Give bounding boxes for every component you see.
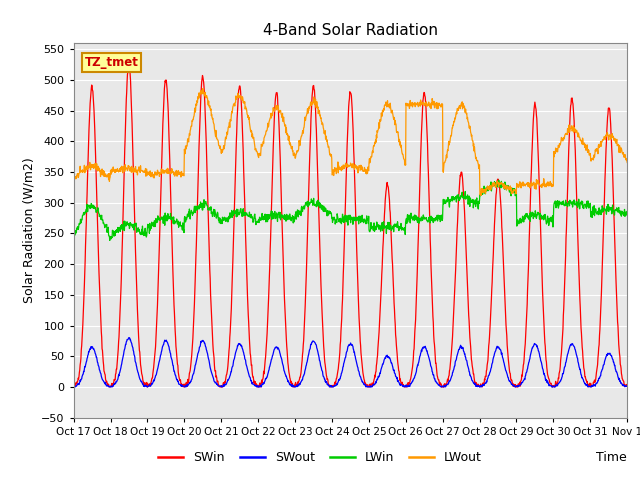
- Title: 4-Band Solar Radiation: 4-Band Solar Radiation: [263, 23, 438, 38]
- Text: Time: Time: [596, 451, 627, 464]
- Text: TZ_tmet: TZ_tmet: [84, 56, 138, 69]
- Legend: SWin, SWout, LWin, LWout: SWin, SWout, LWin, LWout: [153, 446, 487, 469]
- Y-axis label: Solar Radiation (W/m2): Solar Radiation (W/m2): [22, 157, 36, 303]
